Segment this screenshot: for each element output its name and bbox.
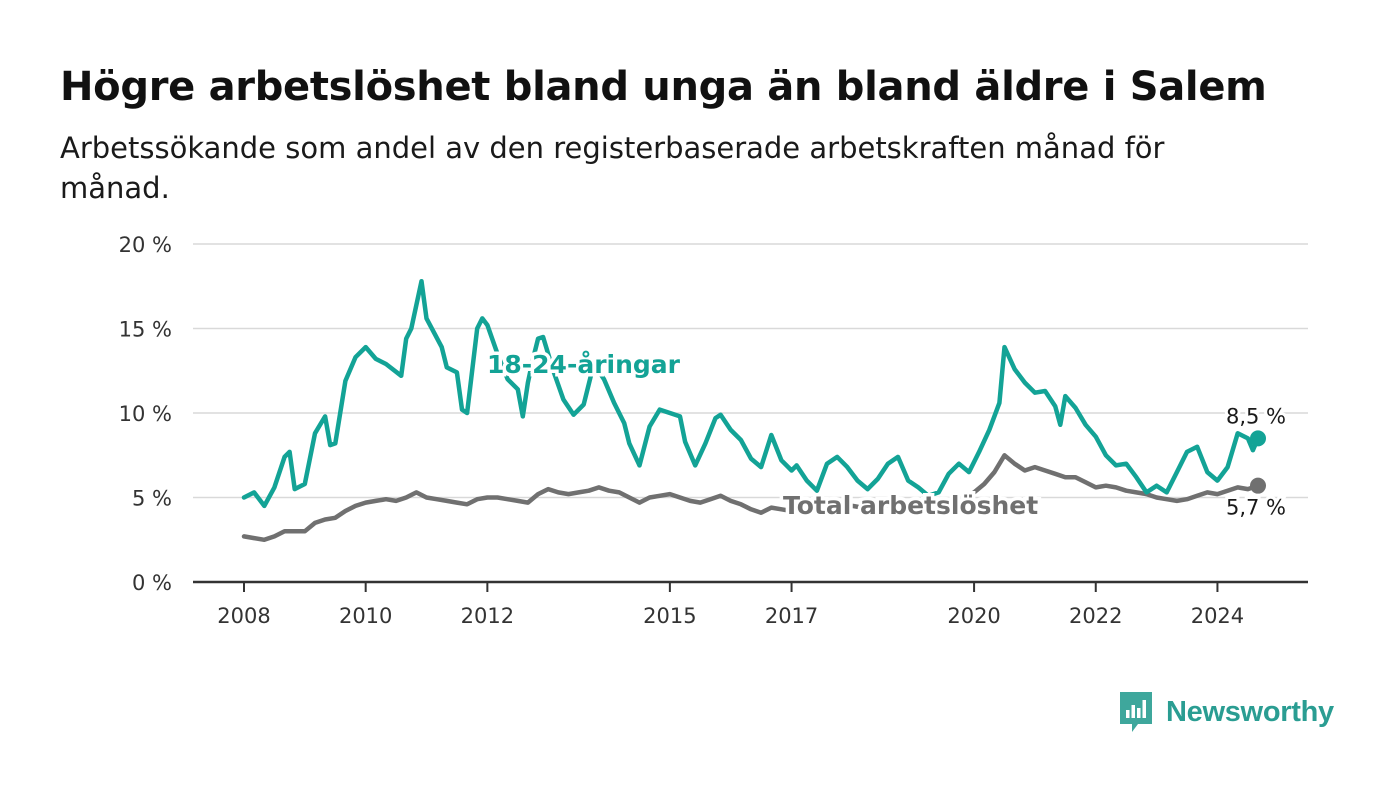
youth-series-label: 18-24-åringar [487,350,681,379]
y-tick-label: 20 % [119,233,172,257]
x-tick-label: 2008 [217,604,270,628]
x-tick-label: 2010 [339,604,392,628]
youth-end-label: 8,5 % [1226,404,1286,428]
total-end-label: 5,7 % [1226,496,1286,520]
chart-title: Högre arbetslöshet bland unga än bland ä… [60,64,1267,110]
x-tick-label: 2012 [461,604,514,628]
y-tick-label: 10 % [119,402,172,426]
y-tick-label: 15 % [119,318,172,342]
y-tick-label: 5 % [132,487,172,511]
x-tick-label: 2017 [765,604,818,628]
x-tick-label: 2024 [1191,604,1244,628]
total-series-line [241,453,1261,543]
youth-end-marker [1250,430,1266,447]
x-tick-label: 2015 [643,604,696,628]
chart-subtitle: Arbetssökande som andel av den registerb… [60,131,1165,205]
total-end-marker [1250,477,1266,494]
brand-logo: Newsworthy [1118,690,1334,734]
total-series-label: Total arbetslöshet [783,491,1038,520]
youth-series-line [241,278,1261,509]
newsworthy-logo-icon [1120,692,1152,732]
brand-name: Newsworthy [1166,695,1334,728]
y-tick-label: 0 % [132,571,172,595]
x-tick-label: 2020 [947,604,1000,628]
x-tick-label: 2022 [1069,604,1122,628]
